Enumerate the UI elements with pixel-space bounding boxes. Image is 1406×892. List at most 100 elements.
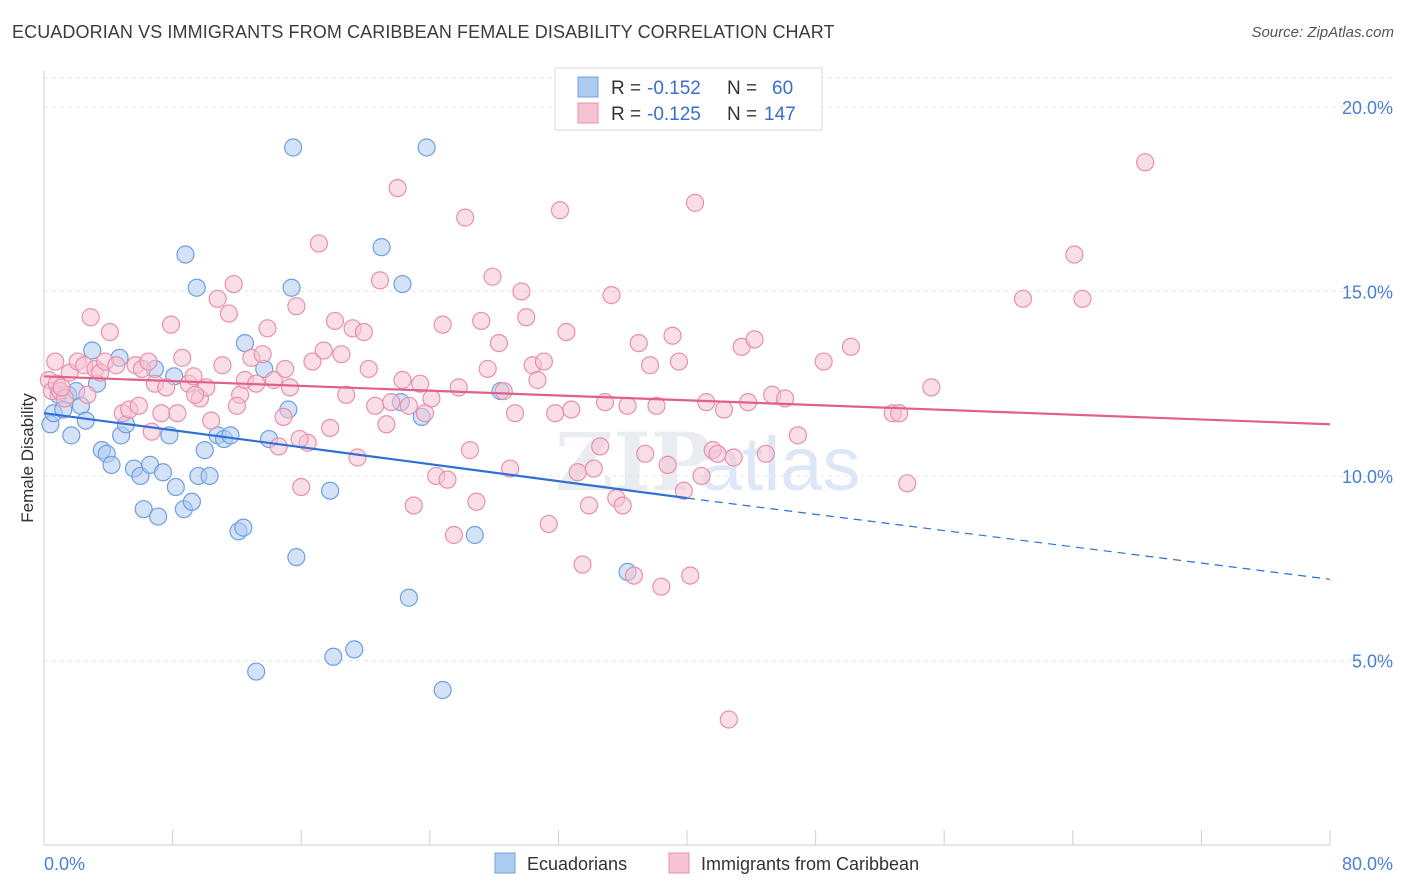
legend-r-label-0: R =	[611, 78, 641, 99]
data-point	[370, 271, 390, 290]
data-point	[348, 448, 367, 467]
data-point	[393, 370, 412, 390]
data-point	[602, 286, 621, 305]
data-point	[213, 356, 232, 375]
data-point	[629, 333, 648, 353]
data-point	[276, 359, 295, 379]
stats-legend: R = -0.152 N = 60 R = -0.125 N = 147	[554, 67, 823, 131]
data-point	[465, 525, 484, 545]
data-point	[613, 496, 632, 515]
data-point	[399, 396, 419, 415]
data-point	[393, 274, 412, 294]
legend-r-value-0: -0.152	[647, 78, 701, 99]
legend-swatch-ecuadorians	[577, 76, 599, 98]
data-point	[321, 481, 340, 500]
data-point	[467, 492, 486, 511]
bottom-legend-swatch-ecuadorians	[494, 852, 516, 874]
data-point	[584, 459, 603, 478]
data-point	[282, 278, 301, 297]
data-point	[636, 444, 655, 463]
data-point	[478, 359, 497, 379]
x-tick-label-max: 80.0%	[1342, 854, 1393, 874]
legend-r-label-1: R =	[611, 104, 641, 125]
data-point	[157, 378, 176, 397]
series-legend: Ecuadorians Immigrants from Caribbean	[494, 852, 919, 874]
data-point	[166, 477, 185, 497]
data-point	[366, 396, 385, 415]
data-point	[195, 441, 214, 460]
y-tick-labels: 5.0% 10.0% 15.0% 20.0%	[1342, 98, 1393, 672]
data-point	[922, 378, 941, 397]
data-point	[557, 322, 576, 342]
data-point	[573, 555, 592, 574]
data-point	[568, 463, 587, 482]
data-point	[332, 345, 351, 364]
data-point	[186, 385, 205, 404]
data-point	[724, 448, 743, 467]
data-point	[161, 315, 181, 334]
gridlines	[44, 77, 1393, 661]
data-point	[377, 415, 396, 434]
data-point	[202, 411, 221, 430]
data-point	[841, 337, 861, 356]
trend-line-extension	[686, 497, 1331, 580]
data-point	[388, 178, 407, 198]
data-point	[472, 311, 491, 331]
data-point	[745, 330, 764, 349]
data-point	[460, 441, 480, 460]
y-tick-label: 15.0%	[1342, 282, 1393, 302]
data-point	[153, 463, 173, 482]
trend-line	[43, 375, 1331, 426]
data-point	[168, 404, 187, 423]
data-point	[372, 238, 391, 257]
data-point	[258, 319, 277, 338]
data-point	[253, 345, 272, 364]
data-point	[107, 356, 126, 375]
data-point	[176, 245, 195, 264]
bottom-legend-caribbean: Immigrants from Caribbean	[701, 854, 919, 874]
data-point	[187, 278, 206, 297]
data-point	[152, 404, 171, 423]
y-axis-title: Female Disability	[18, 393, 37, 523]
data-point	[501, 459, 520, 478]
bottom-legend-ecuadorians: Ecuadorians	[527, 854, 627, 874]
data-point	[898, 474, 917, 493]
y-tick-label: 20.0%	[1342, 98, 1393, 118]
data-point	[149, 507, 168, 526]
data-point	[517, 308, 536, 327]
data-point	[640, 356, 660, 375]
data-point	[663, 326, 682, 345]
data-point	[280, 378, 300, 397]
legend-n-value-0: 60	[772, 78, 793, 99]
data-point	[399, 588, 419, 607]
data-point	[78, 385, 97, 404]
y-tick-label: 10.0%	[1342, 467, 1393, 487]
legend-swatch-caribbean	[577, 102, 599, 124]
data-point	[618, 396, 637, 415]
chart-source: Source: ZipAtlas.com	[1251, 24, 1394, 41]
data-point	[483, 267, 502, 286]
series-ecuadorians	[41, 138, 637, 700]
series-caribbean	[39, 153, 1155, 729]
data-point	[52, 378, 71, 397]
data-point	[562, 400, 581, 419]
data-point	[321, 418, 340, 438]
data-point	[284, 138, 303, 157]
legend-n-label-0: N =	[727, 78, 757, 99]
data-point	[489, 333, 509, 353]
legend-r-value-1: -0.125	[647, 104, 701, 125]
data-point	[337, 385, 356, 404]
data-point	[534, 352, 554, 371]
data-point	[546, 404, 565, 423]
data-point	[325, 311, 345, 331]
x-ticks	[43, 830, 1331, 845]
trend-lines	[43, 375, 1331, 580]
data-point	[714, 400, 734, 419]
data-point	[422, 389, 441, 408]
data-point	[303, 352, 322, 371]
data-point	[528, 370, 547, 390]
data-point	[292, 477, 311, 497]
watermark-atlas: atlas	[700, 422, 861, 507]
data-point	[756, 444, 775, 463]
data-point	[1136, 153, 1155, 172]
